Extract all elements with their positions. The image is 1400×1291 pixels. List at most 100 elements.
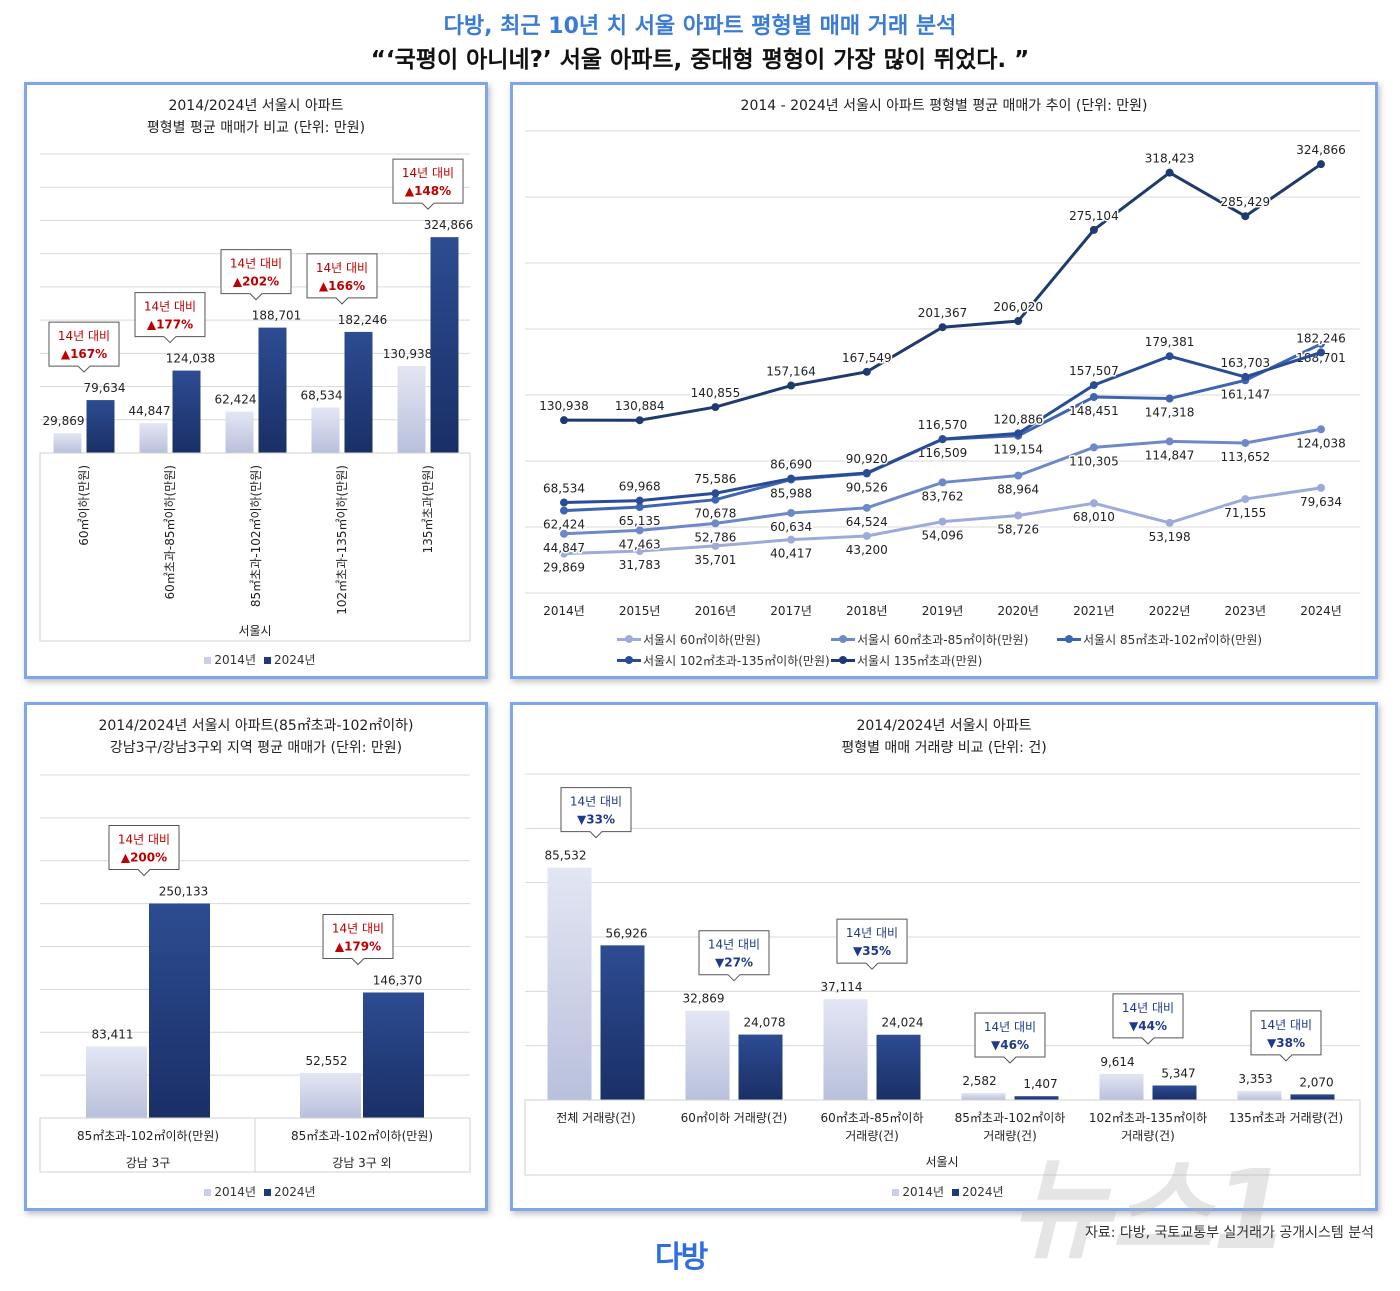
- chart4-data-label: 24,024: [882, 1016, 924, 1030]
- chart2-data-label: 182,246: [1296, 331, 1346, 345]
- chart1-category-label: 102㎡초과-135㎡이하(만원): [335, 465, 349, 615]
- chart4-callout-box: [974, 1012, 1046, 1064]
- chart3-group-label: 강남 3구: [126, 1156, 171, 1170]
- chart1-data-label: 188,701: [252, 309, 302, 323]
- chart2-data-label: 285,429: [1220, 195, 1270, 209]
- panel-volume: 2014/2024년 서울시 아파트 평형별 매매 거래량 비교 (단위: 건)…: [510, 702, 1378, 1211]
- chart2-x-tick-label: 2016년: [695, 604, 737, 618]
- chart2-data-label: 68,534: [543, 482, 585, 496]
- chart2-point: [711, 519, 720, 528]
- dabang-logo: 다방: [655, 1240, 708, 1275]
- chart4-callout-change: ▼44%: [1129, 1019, 1167, 1033]
- chart2-point: [1165, 394, 1174, 403]
- chart2-data-label: 52,786: [694, 530, 736, 544]
- chart1-bar-2014: [53, 433, 82, 453]
- chart2-point: [635, 503, 644, 512]
- chart2-point: [1014, 429, 1023, 438]
- chart2-data-label: 318,423: [1145, 152, 1195, 166]
- chart2-data-label: 90,526: [846, 481, 888, 495]
- chart2-point: [862, 468, 871, 477]
- chart2-data-label: 58,726: [997, 522, 1039, 536]
- chart2-data-label: 140,855: [691, 386, 741, 400]
- chart2-data-label: 54,096: [922, 529, 964, 543]
- chart2-data-label: 161,147: [1220, 387, 1270, 401]
- chart2-data-label: 130,938: [539, 399, 589, 413]
- legend-2024: 2024년: [274, 653, 316, 667]
- chart1-data-label: 44,847: [129, 404, 171, 418]
- chart4-category-label: 85㎡초과-102㎡이하: [955, 1111, 1066, 1125]
- chart3-group-label: 강남 3구 외: [332, 1156, 391, 1170]
- chart4-bar-2014: [961, 1092, 1006, 1100]
- chart2-data-label: 188,701: [1296, 351, 1346, 365]
- chart2-data-label: 69,968: [619, 480, 661, 494]
- chart1-legend: 2014년 2024년: [27, 651, 485, 668]
- chart2-point: [1241, 212, 1250, 221]
- chart2-data-label: 157,507: [1069, 364, 1119, 378]
- chart1-data-label: 79,634: [84, 381, 126, 395]
- chart2-data-label: 40,417: [770, 547, 812, 561]
- chart2-data-label: 113,652: [1220, 450, 1270, 464]
- chart1-data-label: 29,869: [43, 414, 85, 428]
- chart1-data-label: 130,938: [383, 347, 433, 361]
- chart2-data-label: 64,524: [846, 515, 888, 529]
- chart2-x-tick-label: 2019년: [922, 604, 964, 618]
- chart2-data-label: 116,570: [918, 418, 968, 432]
- chart1-callout-label: 14년 대비: [402, 166, 454, 180]
- chart2-point: [1089, 443, 1098, 452]
- chart4-data-label: 2,070: [1299, 1075, 1333, 1089]
- chart4-bar-2014: [1099, 1073, 1144, 1100]
- chart2-data-label: 206,020: [993, 300, 1043, 314]
- chart3-data-label: 52,552: [306, 1054, 348, 1068]
- chart3-legend: 2014년 2024년: [27, 1183, 485, 1200]
- chart1-callout-label: 14년 대비: [230, 257, 282, 271]
- chart4-callout-box: [1250, 1010, 1322, 1062]
- chart2-data-label: 29,869: [543, 561, 585, 575]
- chart3-category-label: 85㎡초과-102㎡이하(만원): [291, 1129, 433, 1143]
- chart3-callout-label: 14년 대비: [118, 833, 170, 847]
- chart1-data-label: 62,424: [215, 393, 257, 407]
- chart4-bar-2024: [876, 1034, 921, 1100]
- chart2-point: [1317, 425, 1325, 434]
- chart2-point: [862, 531, 871, 540]
- chart1-category-label: 60㎡초과-85㎡이하(만원): [163, 465, 177, 599]
- chart2-point: [1089, 499, 1098, 508]
- chart1-title-1: 2014/2024년 서울시 아파트: [168, 98, 344, 114]
- chart2-x-tick-label: 2014년: [543, 604, 585, 618]
- chart2-point: [1165, 437, 1174, 446]
- chart2-point: [787, 474, 796, 483]
- chart4-data-label: 5,347: [1161, 1066, 1195, 1080]
- chart2-point: [938, 478, 947, 487]
- chart1-callout-change: ▲167%: [61, 347, 107, 361]
- chart2-data-label: 124,038: [1296, 436, 1346, 450]
- chart1-callout-label: 14년 대비: [58, 329, 110, 343]
- chart2-point: [560, 529, 568, 538]
- chart2-data-label: 68,010: [1073, 510, 1115, 524]
- chart1-data-label: 68,534: [301, 388, 343, 402]
- chart3-callout-label: 14년 대비: [332, 921, 384, 935]
- chart2-point: [1241, 372, 1250, 381]
- chart1-callout-change: ▲148%: [405, 184, 451, 198]
- legend-series-2: 서울시 60㎡초과-85㎡이하(만원): [831, 631, 1028, 648]
- legend-series-5: 서울시 135㎡초과(만원): [831, 652, 982, 669]
- header-subtitle: “‘국평이 아니네?’ 서울 아파트, 중대형 평형이 가장 많이 뛰었다. ”: [370, 47, 1030, 73]
- chart4-data-label: 32,869: [683, 992, 725, 1006]
- chart1-callout-change: ▲177%: [147, 318, 193, 332]
- chart4-data-label: 2,582: [962, 1074, 996, 1088]
- chart2-point: [787, 508, 796, 517]
- chart3-title-2: 강남3구/강남3구외 지역 평균 매매가 (단위: 만원): [109, 740, 403, 756]
- chart1-callout-box: [134, 292, 206, 344]
- chart4-axis-box: [524, 1099, 1361, 1176]
- chart4-callout-change: ▼46%: [991, 1038, 1029, 1052]
- legend-series-3: 서울시 85㎡초과-102㎡이하(만원): [1057, 631, 1262, 648]
- chart2-data-label: 130,884: [615, 399, 665, 413]
- chart3-bar-2014: [300, 1072, 361, 1118]
- chart4-callout-label: 14년 대비: [1122, 1001, 1174, 1015]
- chart1-bar-2024: [344, 331, 373, 453]
- chart2-point: [635, 496, 644, 505]
- chart4-title-2: 평형별 매매 거래량 비교 (단위: 건): [841, 740, 1047, 756]
- chart4-callout-label: 14년 대비: [984, 1020, 1036, 1034]
- chart3-callout-box: [108, 825, 180, 877]
- chart2-data-label: 47,463: [619, 537, 661, 551]
- chart2-data-label: 201,367: [918, 306, 968, 320]
- chart1-callout-label: 14년 대비: [144, 300, 196, 314]
